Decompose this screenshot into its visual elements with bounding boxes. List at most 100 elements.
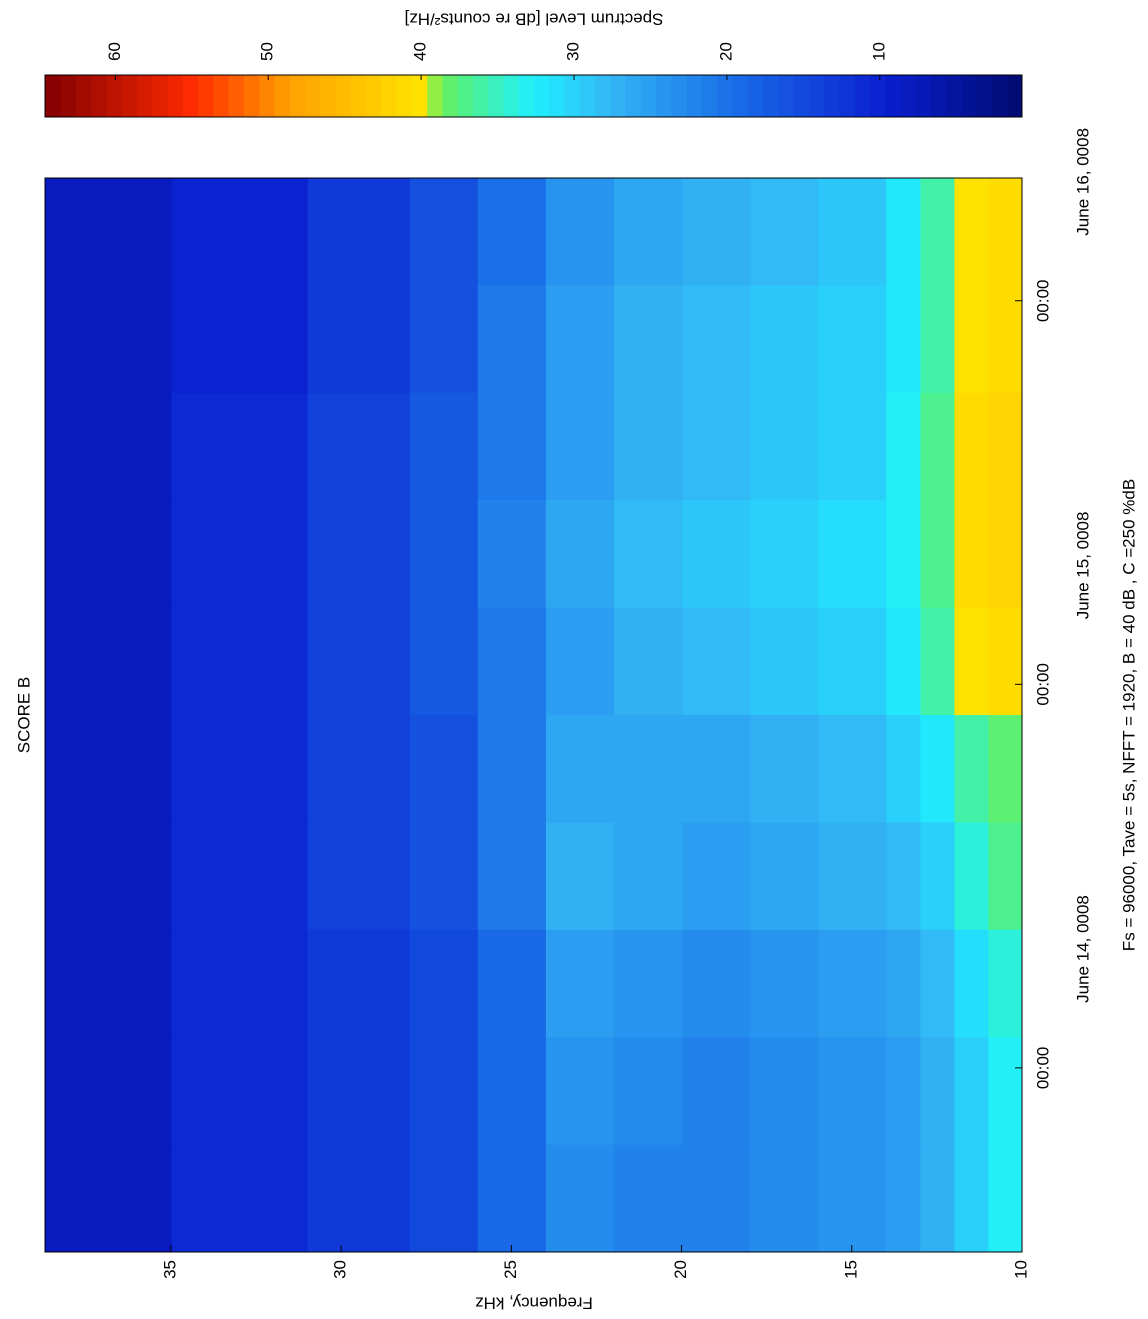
heatmap-cell	[681, 821, 751, 930]
colorbar-swatch	[915, 75, 931, 117]
heatmap-cell	[885, 284, 921, 393]
colorbar-swatch	[991, 75, 1008, 117]
colorbar-swatch	[502, 75, 519, 117]
colorbar-tick-label: 20	[716, 42, 735, 61]
heatmap-cell	[681, 1036, 751, 1145]
heatmap-cell	[613, 714, 683, 823]
heatmap-cell	[409, 177, 478, 286]
colorbar-swatch	[625, 75, 641, 117]
heatmap-cell	[817, 607, 887, 715]
colorbar-swatch	[609, 75, 626, 117]
heatmap-cell	[919, 929, 955, 1038]
heatmap-cell	[749, 1144, 819, 1252]
colorbar-swatch	[884, 75, 901, 117]
x-tick-label: 00:00	[1033, 279, 1052, 322]
heatmap-cell	[749, 607, 819, 715]
colorbar-swatch	[45, 75, 61, 117]
colorbar-swatch	[472, 75, 489, 117]
colorbar-swatch	[136, 75, 153, 117]
heatmap-cell	[919, 177, 955, 286]
heatmap-cell	[45, 1144, 172, 1252]
heatmap-cell	[409, 499, 478, 608]
heatmap-cell	[681, 714, 751, 823]
heatmap-cell	[409, 929, 478, 1038]
heatmap-cell	[987, 1036, 1023, 1145]
colorbar-swatch	[60, 75, 77, 117]
heatmap-cell	[477, 284, 546, 393]
heatmap-cell	[170, 929, 308, 1038]
heatmap-cell	[45, 821, 172, 930]
colorbar-swatch	[335, 75, 351, 117]
heatmap-cell	[919, 1036, 955, 1145]
colorbar-swatch	[762, 75, 779, 117]
colorbar-swatch	[487, 75, 504, 117]
annotation: Fs = 96000, Tave = 5s, NFFT = 1920, B = …	[1119, 479, 1138, 951]
heatmap-cell	[477, 607, 546, 715]
heatmap-cell	[681, 177, 751, 286]
heatmap-cell	[987, 929, 1023, 1038]
colorbar-swatch	[319, 75, 336, 117]
rotated-figure: SCORE B Frequency, kHz Fs = 96000, Tave …	[14, 10, 1138, 1313]
heatmap-cell	[749, 284, 819, 393]
heatmap-cell	[45, 284, 172, 393]
heatmap-cell	[885, 1144, 921, 1252]
colorbar-swatch	[869, 75, 886, 117]
colorbar-tick-label: 30	[564, 42, 583, 61]
heatmap-cell	[307, 1036, 410, 1145]
heatmap-cell	[681, 392, 751, 501]
colorbar-swatch	[106, 75, 122, 117]
heatmap-cell	[953, 1144, 989, 1252]
heatmap-cell	[749, 929, 819, 1038]
colorbar-swatch	[899, 75, 916, 117]
heatmap-cell	[953, 1036, 989, 1145]
heatmap-cell	[987, 714, 1023, 823]
heatmap-cell	[987, 1144, 1023, 1252]
colorbar-swatch	[1006, 75, 1023, 117]
heatmap-cell	[919, 392, 955, 501]
heatmap-cell	[45, 1036, 172, 1145]
colorbar-swatch	[197, 75, 214, 117]
heatmap-cell	[170, 1144, 308, 1252]
heatmap-cell	[613, 499, 683, 608]
heatmap-cell	[953, 177, 989, 286]
heatmap-cell	[749, 714, 819, 823]
heatmap-cell	[953, 499, 989, 608]
heatmap-cell	[477, 1036, 546, 1145]
heatmap-cell	[409, 1144, 478, 1252]
colorbar-swatch	[365, 75, 382, 117]
heatmap-cell	[477, 929, 546, 1038]
colorbar-tick-label: 40	[411, 42, 430, 61]
colorbar-swatch	[747, 75, 763, 117]
colorbar-swatch	[930, 75, 947, 117]
heatmap-cell	[613, 1036, 683, 1145]
colorbar-swatch	[350, 75, 367, 117]
colorbar-swatch	[701, 75, 718, 117]
heatmap-cell	[545, 714, 614, 823]
colorbar-swatch	[777, 75, 794, 117]
heatmap-cell	[545, 929, 614, 1038]
heatmap-cell	[613, 821, 683, 930]
colorbar-swatch	[396, 75, 412, 117]
heatmap-cell	[477, 392, 546, 501]
heatmap-cell	[953, 714, 989, 823]
heatmap-cell	[170, 284, 308, 393]
heatmap-cell	[885, 392, 921, 501]
heatmap-cell	[817, 392, 887, 501]
heatmap-cell	[477, 177, 546, 286]
heatmap-cell	[919, 499, 955, 608]
y-tick-label: 25	[501, 1260, 520, 1279]
colorbar-swatch	[182, 75, 199, 117]
y-tick-label: 20	[671, 1260, 690, 1279]
heatmap-cell	[45, 392, 172, 501]
heatmap-cell	[545, 607, 614, 715]
heatmap-cell	[613, 284, 683, 393]
heatmap-cell	[409, 284, 478, 393]
heatmap-cell	[613, 929, 683, 1038]
plot-frame	[44, 177, 1023, 1253]
heatmap-cell	[885, 929, 921, 1038]
heatmap-cell	[477, 1144, 546, 1252]
heatmap-cell	[885, 499, 921, 608]
heatmap-cell	[919, 1144, 955, 1252]
heatmap-cell	[817, 284, 887, 393]
